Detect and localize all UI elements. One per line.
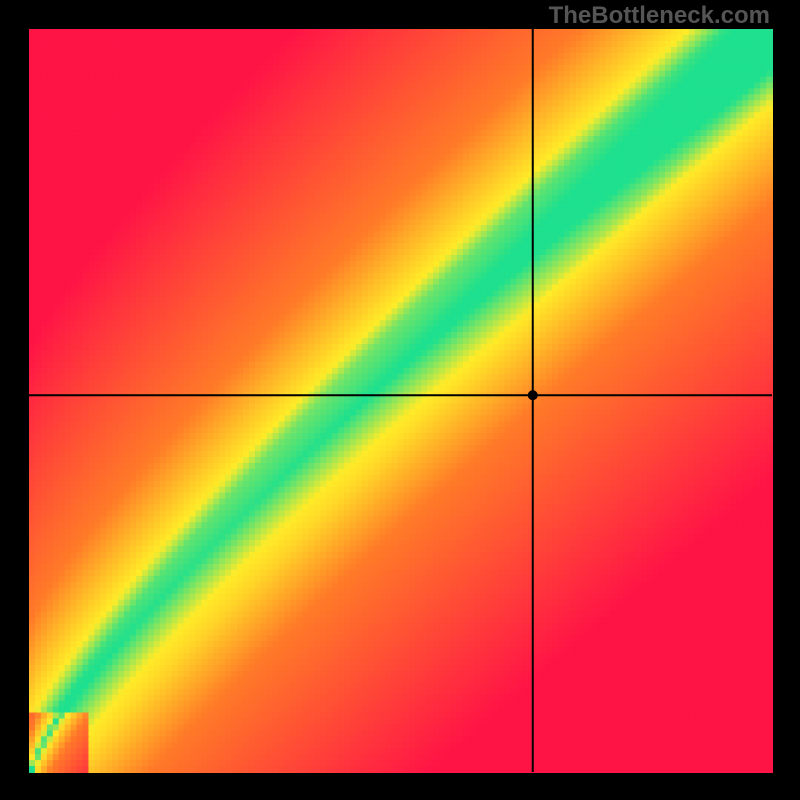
chart-container: TheBottleneck.com xyxy=(0,0,800,800)
heatmap-canvas xyxy=(0,0,800,800)
watermark-text: TheBottleneck.com xyxy=(549,2,770,30)
